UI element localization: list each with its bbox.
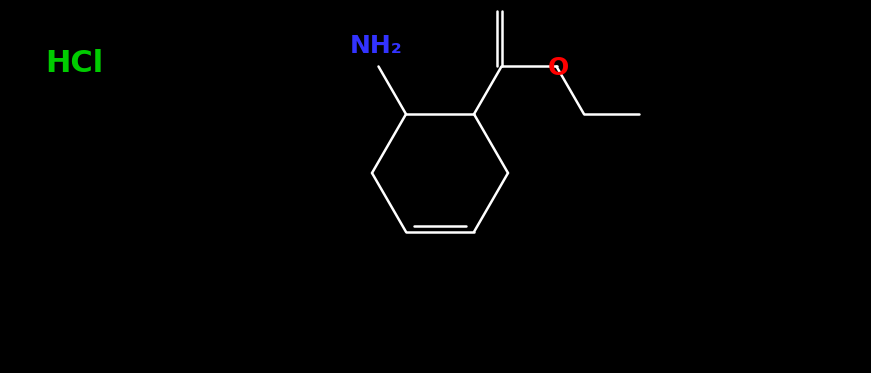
Text: O: O: [548, 56, 569, 81]
Text: HCl: HCl: [45, 48, 104, 78]
Text: O: O: [491, 0, 512, 3]
Text: NH₂: NH₂: [350, 34, 403, 59]
